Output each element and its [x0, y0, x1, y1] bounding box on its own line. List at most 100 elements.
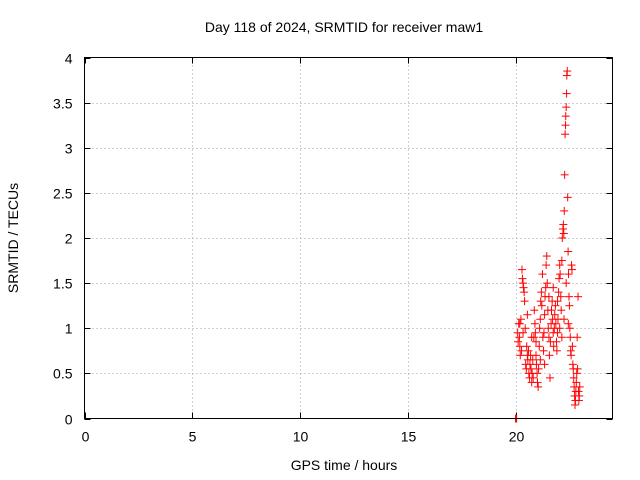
y-tick-label: 2 [65, 231, 73, 247]
data-point [551, 301, 560, 310]
y-tick-label: 0 [65, 412, 73, 428]
data-point [539, 328, 548, 337]
data-point [573, 333, 582, 342]
data-point [533, 378, 542, 387]
data-point [540, 360, 549, 369]
data-point [553, 297, 562, 306]
data-point [561, 130, 570, 139]
y-tick-label: 3.5 [53, 96, 73, 112]
data-point [574, 292, 583, 301]
data-point [515, 319, 524, 328]
data-point [561, 112, 570, 121]
data-point [536, 355, 545, 364]
data-point [541, 283, 550, 292]
data-point [531, 328, 540, 337]
y-tick-label: 4 [65, 51, 73, 67]
data-point [574, 387, 583, 396]
data-point [549, 342, 558, 351]
data-point [534, 364, 543, 373]
data-point [572, 369, 581, 378]
x-tick-label: 20 [509, 429, 525, 445]
data-point [575, 382, 584, 391]
data-point [535, 324, 544, 333]
data-point [555, 324, 564, 333]
data-point [537, 288, 546, 297]
data-point [562, 279, 571, 288]
data-point [516, 315, 525, 324]
x-tick-label: 15 [401, 429, 417, 445]
data-point [575, 391, 584, 400]
data-point [567, 351, 576, 360]
data-point [556, 270, 565, 279]
data-point [567, 265, 576, 274]
data-point [555, 274, 564, 283]
data-point [536, 297, 545, 306]
data-point [545, 351, 554, 360]
data-point [557, 256, 566, 265]
data-point [515, 333, 524, 342]
data-point [531, 337, 540, 346]
data-point [535, 342, 544, 351]
data-point [514, 337, 523, 346]
data-point [519, 328, 528, 337]
data-point [524, 346, 533, 355]
data-point [553, 328, 562, 337]
data-point [516, 351, 525, 360]
data-point [536, 315, 545, 324]
data-point [539, 346, 548, 355]
y-tick-label: 1 [65, 321, 73, 337]
data-point [529, 373, 538, 382]
data-point [517, 265, 526, 274]
data-point [561, 121, 570, 130]
data-point [556, 292, 565, 301]
y-tick-label: 2.5 [53, 186, 73, 202]
data-point [555, 261, 564, 270]
data-point [550, 310, 559, 319]
data-point [530, 306, 539, 315]
data-point [527, 364, 536, 373]
data-point [540, 310, 549, 319]
data-point [533, 369, 542, 378]
data-point [549, 283, 558, 292]
data-point [569, 373, 578, 382]
x-tick-label: 10 [293, 429, 309, 445]
data-point [520, 288, 529, 297]
chart-title: Day 118 of 2024, SRMTID for receiver maw… [205, 19, 484, 35]
grid-lines [84, 57, 613, 419]
plot-frame [84, 57, 613, 419]
data-point [559, 220, 568, 229]
data-point [568, 342, 577, 351]
data-point [532, 360, 541, 369]
data-point [563, 67, 572, 76]
data-point [544, 333, 553, 342]
data-point [551, 319, 560, 328]
x-tick-label: 0 [82, 429, 90, 445]
data-point [552, 337, 561, 346]
y-tick-label: 1.5 [53, 276, 73, 292]
data-point [520, 297, 529, 306]
data-point [527, 333, 536, 342]
data-point [560, 315, 569, 324]
axis-ticks: 0 5 10 15 20 0 0.5 1 1.5 2 2.5 3 3.5 4 [53, 51, 613, 445]
data-point [565, 301, 574, 310]
y-axis-label: SRMTID / TECUs [5, 183, 21, 293]
data-point [547, 306, 556, 315]
data-points [511, 67, 584, 423]
data-point [521, 324, 530, 333]
data-point [528, 355, 537, 364]
data-point [559, 229, 568, 238]
x-axis-label: GPS time / hours [291, 457, 398, 473]
data-point [518, 274, 527, 283]
data-point [515, 342, 524, 351]
data-point [565, 324, 574, 333]
data-point [546, 373, 555, 382]
data-point [534, 382, 543, 391]
data-point [564, 292, 573, 301]
data-point [563, 193, 572, 202]
data-point [531, 351, 540, 360]
data-point [562, 103, 571, 112]
data-point [523, 310, 532, 319]
data-point [542, 261, 551, 270]
data-point [564, 270, 573, 279]
